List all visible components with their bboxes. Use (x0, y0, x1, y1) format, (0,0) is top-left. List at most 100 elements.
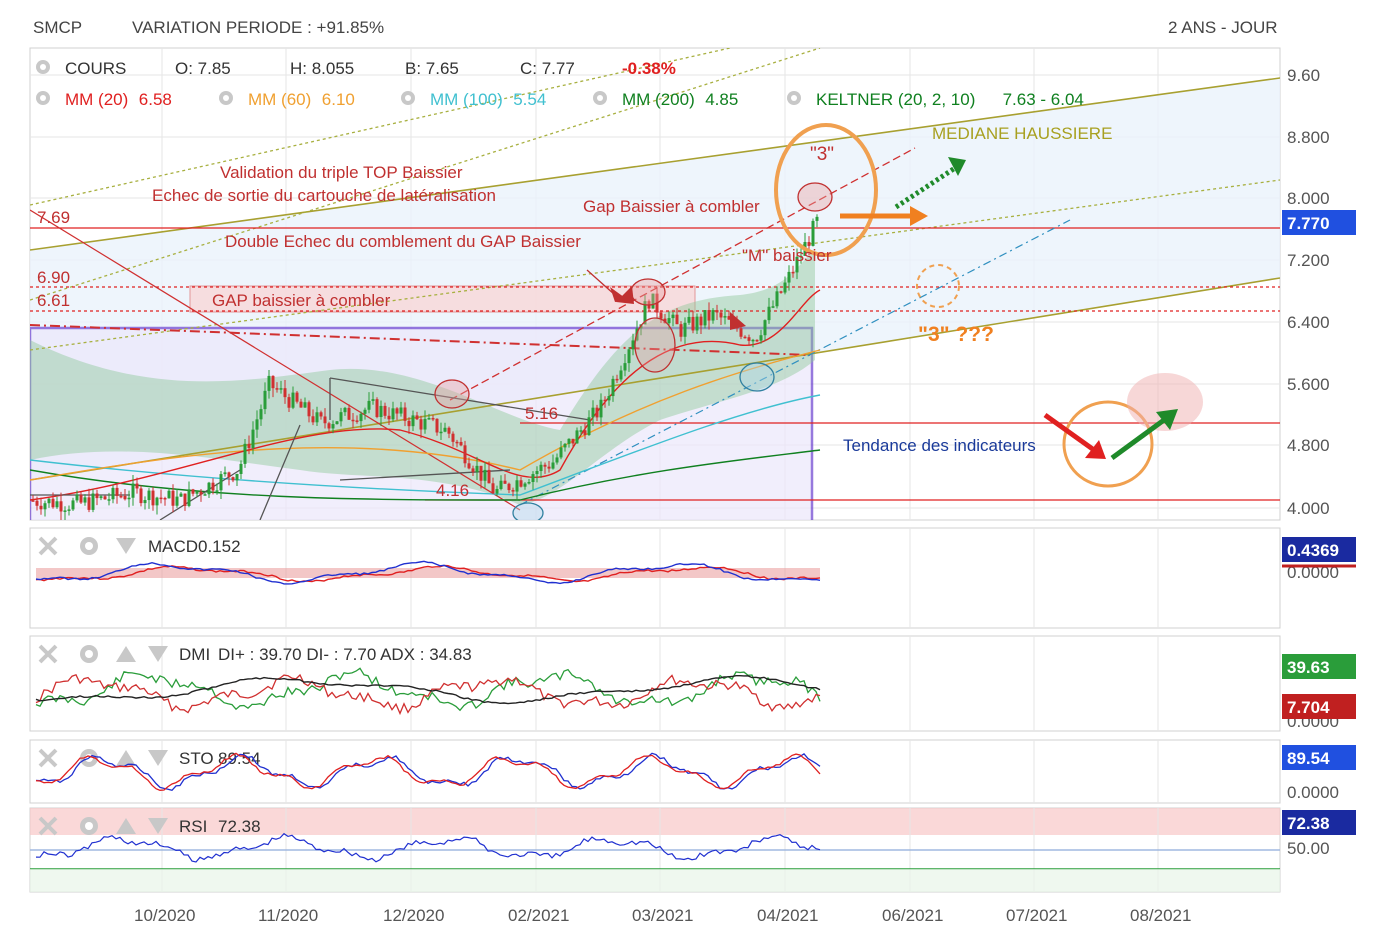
candle-body (47, 498, 51, 504)
candle-body (799, 255, 803, 258)
candle-body (651, 293, 655, 309)
candle-body (771, 306, 775, 308)
candle-body (39, 505, 43, 510)
candle-body (391, 408, 395, 420)
move-down-icon[interactable] (148, 750, 168, 766)
time-axis-label: 08/2021 (1130, 906, 1191, 925)
indicator-3[interactable]: MM (200) 4.85 (593, 90, 738, 109)
candle-body (563, 443, 567, 448)
candle-body (263, 390, 267, 410)
candle-body (631, 340, 635, 350)
indicator-2[interactable]: MM (100) 5.54 (401, 90, 546, 109)
annotation-double-echec: Double Echec du comblement du GAP Baissi… (225, 232, 581, 251)
move-down-icon[interactable] (148, 818, 168, 834)
time-axis: 10/2020 11/2020 12/2020 02/2021 03/2021 04/20… (134, 906, 1191, 925)
move-up-icon[interactable] (116, 818, 136, 834)
price-axis-label: 8.000 (1287, 189, 1330, 208)
macd-value: 0.152 (198, 537, 241, 556)
indicator-0[interactable]: MM (20) 6.58 (36, 90, 172, 109)
close-value: C: 7.77 (520, 59, 575, 78)
candle-body (671, 314, 675, 319)
candle-body (423, 418, 427, 430)
macd-pane: MACD 0.152 0.0000 0.4369 (29, 527, 1356, 629)
time-axis-label: 02/2021 (508, 906, 569, 925)
candle-body (475, 465, 479, 472)
symbol-title: SMCP (33, 18, 83, 37)
indicator-label: KELTNER (20, 2, 10) (816, 90, 975, 109)
annotation-three: "3" (810, 144, 834, 165)
candle-body (587, 417, 591, 436)
candle-body (539, 464, 543, 472)
close-icon[interactable] (38, 644, 58, 664)
indicator-1[interactable]: MM (60) 6.10 (219, 90, 355, 109)
gear-icon[interactable] (80, 537, 98, 555)
close-icon[interactable] (38, 536, 58, 556)
time-axis-label: 07/2021 (1006, 906, 1067, 925)
level-516: 5.16 (525, 404, 558, 423)
move-up-icon[interactable] (116, 646, 136, 662)
candle-body (367, 400, 371, 410)
candle-body (231, 477, 235, 481)
time-axis-label: 12/2020 (383, 906, 444, 925)
candle-body (479, 465, 483, 481)
cours-gear-icon[interactable] (36, 60, 50, 74)
candle-body (255, 419, 259, 430)
candle-body (527, 481, 531, 484)
time-axis-label: 11/2020 (258, 906, 318, 925)
candle-body (51, 498, 55, 508)
low-value: B: 7.65 (405, 59, 459, 78)
ma-20 (30, 289, 821, 501)
candle-body (451, 433, 455, 442)
candle-body (507, 483, 511, 491)
candle-body (355, 420, 359, 422)
candle-body (327, 423, 331, 429)
move-up-icon[interactable] (116, 750, 136, 766)
close-icon[interactable] (38, 816, 58, 836)
candle-body (239, 463, 243, 474)
candle-body (75, 494, 79, 501)
candle-body (435, 418, 439, 433)
move-down-icon[interactable] (148, 646, 168, 662)
dmi-badge-minus: 7.704 (1287, 698, 1330, 717)
candle-body (679, 324, 683, 337)
gear-icon[interactable] (80, 645, 98, 663)
move-down-icon[interactable] (116, 538, 136, 554)
candle-body (115, 487, 119, 496)
candle-body (483, 469, 487, 481)
candle-body (379, 405, 383, 418)
candle-body (127, 497, 131, 500)
level-690: 6.90 (37, 268, 70, 287)
candle-body (371, 399, 375, 401)
price-axis-label: 7.200 (1287, 251, 1330, 270)
rsi-axis-label: 50.00 (1287, 839, 1330, 858)
candle-body (471, 468, 475, 472)
level-661: 6.61 (37, 291, 70, 310)
candle-body (235, 473, 239, 481)
candle-body (811, 220, 815, 246)
candle-body (599, 399, 603, 418)
dmi-label: DMI (179, 645, 210, 664)
candle-body (687, 316, 691, 323)
candle-body (779, 291, 783, 293)
candle-body (795, 256, 799, 273)
candle-body (299, 401, 303, 408)
candle-body (219, 474, 223, 491)
indicator-4[interactable]: KELTNER (20, 2, 10) 7.63 - 6.04 (787, 90, 1084, 109)
candle-body (659, 312, 663, 319)
candle-body (191, 489, 195, 494)
close-icon[interactable] (38, 748, 58, 768)
level-769: 7.69 (37, 208, 70, 227)
candle-body (131, 483, 135, 498)
indicator-label: MM (100) (430, 90, 503, 109)
time-axis-label: 04/2021 (757, 906, 818, 925)
candle-body (279, 388, 283, 390)
gear-icon[interactable] (80, 817, 98, 835)
change-value: -0.38% (622, 59, 676, 78)
candle-body (467, 463, 471, 469)
period-selector[interactable]: 2 ANS - JOUR (1168, 18, 1278, 37)
level-416: 4.16 (436, 481, 469, 500)
candle-body (351, 419, 355, 422)
indicator-value: 6.58 (139, 90, 172, 109)
candle-body (199, 491, 203, 495)
time-axis-label: 10/2020 (134, 906, 195, 925)
